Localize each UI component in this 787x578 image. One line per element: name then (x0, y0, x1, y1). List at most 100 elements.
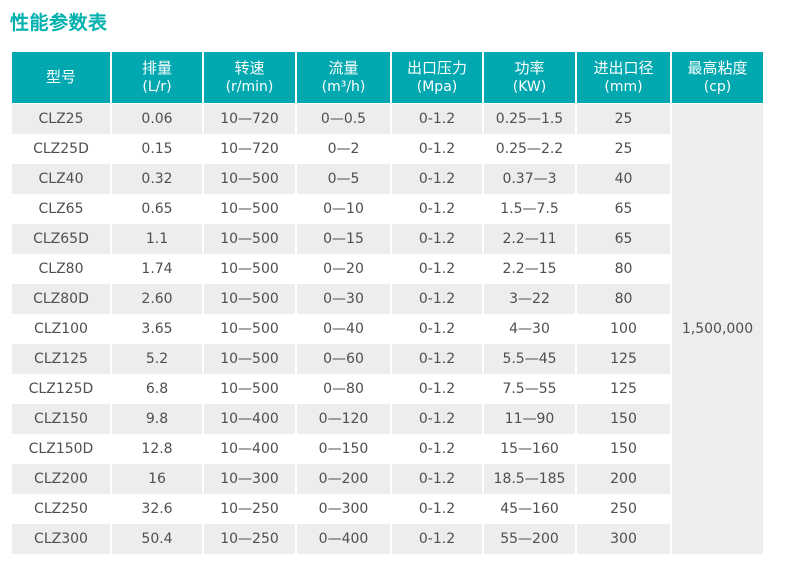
cell-displacement: 0.32 (110, 164, 202, 194)
cell-displacement: 0.65 (110, 194, 202, 224)
cell-flow: 0—5 (295, 164, 390, 194)
cell-displacement: 9.8 (110, 404, 202, 434)
col-header-max_viscosity: 最高粘度 (cp) (670, 52, 763, 104)
cell-port_diameter: 125 (575, 374, 670, 404)
cell-model: CLZ200 (12, 464, 110, 494)
page-title: 性能参数表 (10, 12, 108, 34)
cell-outlet_pressure: 0-1.2 (390, 134, 482, 164)
header-row: 型号 排量 (L/r) 转速 (r/min) 流量 (m³/h) 出口压力 (Mpa) 功率 (KW… (12, 52, 763, 104)
table-row: CLZ65 0.65 10—500 0—10 0-1.2 1.5—7.5 65 (12, 194, 763, 224)
cell-model: CLZ65 (12, 194, 110, 224)
cell-port_diameter: 300 (575, 524, 670, 554)
cell-displacement: 2.60 (110, 284, 202, 314)
cell-port_diameter: 65 (575, 224, 670, 254)
cell-displacement: 12.8 (110, 434, 202, 464)
cell-displacement: 5.2 (110, 344, 202, 374)
cell-model: CLZ80D (12, 284, 110, 314)
cell-outlet_pressure: 0-1.2 (390, 284, 482, 314)
cell-port_diameter: 100 (575, 314, 670, 344)
cell-port_diameter: 25 (575, 134, 670, 164)
cell-model: CLZ80 (12, 254, 110, 284)
cell-port_diameter: 80 (575, 284, 670, 314)
cell-power: 0.25—1.5 (482, 104, 575, 134)
cell-outlet_pressure: 0-1.2 (390, 404, 482, 434)
cell-model: CLZ25 (12, 104, 110, 134)
col-header-label: 排量 (141, 58, 172, 77)
table-row: CLZ40 0.32 10—500 0—5 0-1.2 0.37—3 40 (12, 164, 763, 194)
cell-port_diameter: 25 (575, 104, 670, 134)
cell-displacement: 1.1 (110, 224, 202, 254)
cell-flow: 0—200 (295, 464, 390, 494)
cell-flow: 0—150 (295, 434, 390, 464)
col-header-unit: (Mpa) (416, 79, 458, 96)
cell-flow: 0—40 (295, 314, 390, 344)
cell-outlet_pressure: 0-1.2 (390, 464, 482, 494)
col-header-unit: (L/r) (142, 79, 172, 96)
cell-model: CLZ150D (12, 434, 110, 464)
cell-speed: 10—500 (202, 194, 295, 224)
cell-speed: 10—500 (202, 284, 295, 314)
table-body: CLZ25 0.06 10—720 0—0.5 0-1.2 0.25—1.5 25 1,500… (12, 104, 763, 554)
table-row: CLZ125D 6.8 10—500 0—80 0-1.2 7.5—55 125 (12, 374, 763, 404)
cell-speed: 10—500 (202, 164, 295, 194)
cell-flow: 0—30 (295, 284, 390, 314)
table-row: CLZ100 3.65 10—500 0—40 0-1.2 4—30 100 (12, 314, 763, 344)
cell-speed: 10—250 (202, 524, 295, 554)
cell-port_diameter: 150 (575, 434, 670, 464)
col-header-port_diameter: 进出口径 (mm) (575, 52, 670, 104)
cell-speed: 10—500 (202, 374, 295, 404)
cell-power: 3—22 (482, 284, 575, 314)
col-header-unit: (mm) (604, 79, 643, 96)
cell-speed: 10—500 (202, 314, 295, 344)
table-row: CLZ65D 1.1 10—500 0—15 0-1.2 2.2—11 65 (12, 224, 763, 254)
cell-displacement: 50.4 (110, 524, 202, 554)
cell-model: CLZ40 (12, 164, 110, 194)
col-header-unit: (m³/h) (321, 79, 366, 96)
cell-model: CLZ150 (12, 404, 110, 434)
cell-outlet_pressure: 0-1.2 (390, 224, 482, 254)
cell-model: CLZ25D (12, 134, 110, 164)
col-header-label: 最高粘度 (687, 58, 748, 77)
cell-flow: 0—80 (295, 374, 390, 404)
cell-displacement: 1.74 (110, 254, 202, 284)
cell-power: 1.5—7.5 (482, 194, 575, 224)
cell-flow: 0—120 (295, 404, 390, 434)
col-header-label: 转速 (234, 58, 265, 77)
cell-power: 15—160 (482, 434, 575, 464)
cell-outlet_pressure: 0-1.2 (390, 164, 482, 194)
cell-power: 55—200 (482, 524, 575, 554)
cell-port_diameter: 200 (575, 464, 670, 494)
cell-flow: 0—0.5 (295, 104, 390, 134)
cell-flow: 0—300 (295, 494, 390, 524)
cell-flow: 0—2 (295, 134, 390, 164)
cell-model: CLZ300 (12, 524, 110, 554)
cell-speed: 10—400 (202, 434, 295, 464)
col-header-unit: (KW) (512, 79, 547, 96)
cell-model: CLZ125D (12, 374, 110, 404)
cell-displacement: 0.06 (110, 104, 202, 134)
cell-displacement: 32.6 (110, 494, 202, 524)
cell-max-viscosity: 1,500,000 (670, 104, 763, 554)
cell-speed: 10—300 (202, 464, 295, 494)
table-row: CLZ25 0.06 10—720 0—0.5 0-1.2 0.25—1.5 25 1,500… (12, 104, 763, 554)
cell-power: 45—160 (482, 494, 575, 524)
cell-outlet_pressure: 0-1.2 (390, 434, 482, 464)
cell-displacement: 3.65 (110, 314, 202, 344)
cell-flow: 0—10 (295, 194, 390, 224)
col-header-outlet_pressure: 出口压力 (Mpa) (390, 52, 482, 104)
cell-model: CLZ250 (12, 494, 110, 524)
cell-port_diameter: 150 (575, 404, 670, 434)
cell-speed: 10—720 (202, 104, 295, 134)
cell-model: CLZ65D (12, 224, 110, 254)
cell-power: 11—90 (482, 404, 575, 434)
col-header-label: 流量 (328, 58, 359, 77)
cell-model: CLZ125 (12, 344, 110, 374)
col-header-displacement: 排量 (L/r) (110, 52, 202, 104)
table-row: CLZ80D 2.60 10—500 0—30 0-1.2 3—22 80 (12, 284, 763, 314)
cell-flow: 0—15 (295, 224, 390, 254)
cell-displacement: 16 (110, 464, 202, 494)
cell-port_diameter: 250 (575, 494, 670, 524)
cell-speed: 10—250 (202, 494, 295, 524)
cell-displacement: 0.15 (110, 134, 202, 164)
